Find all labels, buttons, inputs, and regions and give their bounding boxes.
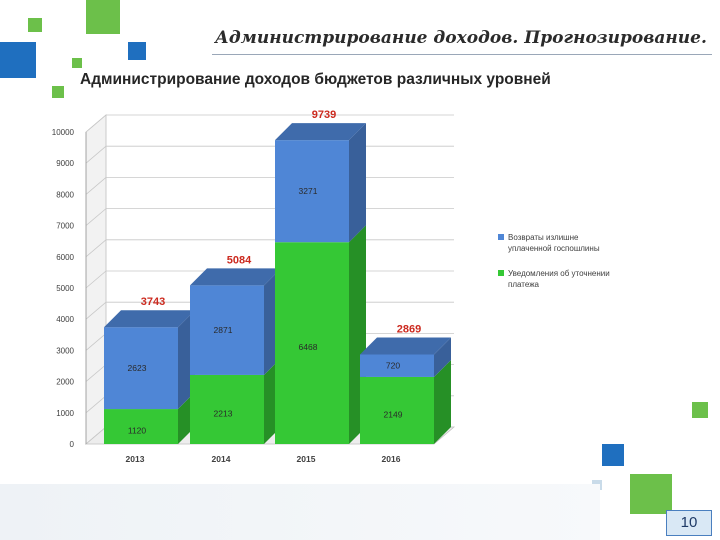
y-tick-label: 9000 bbox=[56, 159, 74, 168]
legend-swatch bbox=[498, 270, 504, 276]
y-tick-label: 4000 bbox=[56, 315, 74, 324]
decor-square bbox=[72, 58, 82, 68]
x-tick-label: 2014 bbox=[212, 454, 231, 464]
chart-bars: 1120 2623 3743 2213 2871 5084 6468 3271 9739 2149… bbox=[104, 109, 451, 444]
bar-front bbox=[360, 354, 434, 377]
bar-front bbox=[104, 327, 178, 410]
y-tick-label: 0 bbox=[70, 440, 75, 449]
legend-label: Уведомления об уточнении платежа bbox=[508, 269, 610, 289]
decor-square bbox=[692, 402, 708, 418]
total-label: 5084 bbox=[227, 254, 252, 266]
total-label: 9739 bbox=[312, 109, 336, 121]
bar-segment-bottom: 6468 bbox=[275, 225, 366, 444]
y-axis: 0 1000 2000 3000 4000 5000 6000 7000 8000 9000 100… bbox=[52, 128, 87, 449]
data-label: 2623 bbox=[128, 363, 147, 373]
data-label: 720 bbox=[386, 361, 400, 371]
bar-top bbox=[275, 123, 366, 141]
page-header-title: Администрирование доходов. Прогнозирован… bbox=[215, 28, 707, 48]
legend-label: Возвраты излишне уплаченной госпошлины bbox=[508, 233, 600, 253]
bar-top bbox=[360, 337, 451, 355]
gridline bbox=[85, 239, 454, 258]
bar-segment-bottom: 2213 bbox=[190, 357, 281, 444]
bar-segment-bottom: 2149 bbox=[360, 359, 451, 444]
y-tick-label: 1000 bbox=[56, 409, 74, 418]
gridline bbox=[85, 114, 454, 133]
y-tick-label: 2000 bbox=[56, 378, 74, 387]
decor-square bbox=[602, 444, 624, 466]
x-tick-label: 2016 bbox=[382, 454, 401, 464]
bar-segment-top: 720 bbox=[360, 337, 451, 377]
x-tick-label: 2015 bbox=[297, 454, 316, 464]
chart-legend: Возвраты излишне уплаченной госпошлины Уве… bbox=[498, 233, 610, 289]
decor-square bbox=[52, 86, 64, 98]
bar-top bbox=[104, 310, 195, 328]
legend-item: Уведомления об уточнении платежа bbox=[498, 269, 610, 289]
bar-front bbox=[360, 376, 434, 444]
bar-front bbox=[275, 242, 349, 444]
footer-strip bbox=[0, 484, 600, 540]
bar-top bbox=[190, 268, 281, 286]
data-label: 3271 bbox=[299, 186, 318, 196]
y-tick-label: 3000 bbox=[56, 346, 74, 355]
bar-front bbox=[275, 140, 349, 243]
x-axis: 2013 2014 2015 2016 bbox=[126, 454, 401, 464]
legend-swatch bbox=[498, 234, 504, 240]
y-tick-label: 7000 bbox=[56, 222, 74, 231]
page-number: 10 bbox=[666, 510, 712, 536]
data-label: 2149 bbox=[384, 409, 403, 419]
bar-side bbox=[434, 359, 451, 444]
gridline bbox=[85, 176, 454, 195]
bar-side bbox=[349, 123, 366, 243]
y-tick-label: 10000 bbox=[52, 128, 75, 137]
bar-segment-top: 2871 bbox=[190, 268, 281, 375]
decor-square bbox=[86, 0, 120, 34]
bar-segment-top: 3271 bbox=[275, 123, 366, 243]
decor-square bbox=[630, 474, 672, 514]
bar-front bbox=[190, 285, 264, 375]
bar-side bbox=[434, 337, 451, 377]
data-label: 2871 bbox=[214, 325, 233, 335]
bar-front bbox=[190, 374, 264, 444]
gridline bbox=[85, 145, 454, 164]
decor-square bbox=[128, 42, 146, 60]
bar-front bbox=[104, 409, 178, 444]
data-label: 2213 bbox=[214, 408, 233, 418]
data-label: 6468 bbox=[299, 342, 318, 352]
total-label: 2869 bbox=[397, 323, 421, 335]
chart-title: Администрирование доходов бюджетов разли… bbox=[80, 71, 551, 88]
gridline bbox=[85, 208, 454, 226]
decor-square bbox=[28, 18, 42, 32]
y-tick-label: 6000 bbox=[56, 253, 74, 262]
x-tick-label: 2013 bbox=[126, 454, 145, 464]
data-label: 1120 bbox=[128, 426, 147, 436]
decor-square bbox=[0, 42, 36, 78]
y-tick-label: 5000 bbox=[56, 284, 74, 293]
legend-item: Возвраты излишне уплаченной госпошлины bbox=[498, 233, 600, 253]
header-divider bbox=[212, 54, 712, 55]
y-tick-label: 8000 bbox=[56, 190, 74, 199]
bar-segment-top: 2623 bbox=[104, 310, 195, 410]
total-label: 3743 bbox=[141, 296, 165, 308]
